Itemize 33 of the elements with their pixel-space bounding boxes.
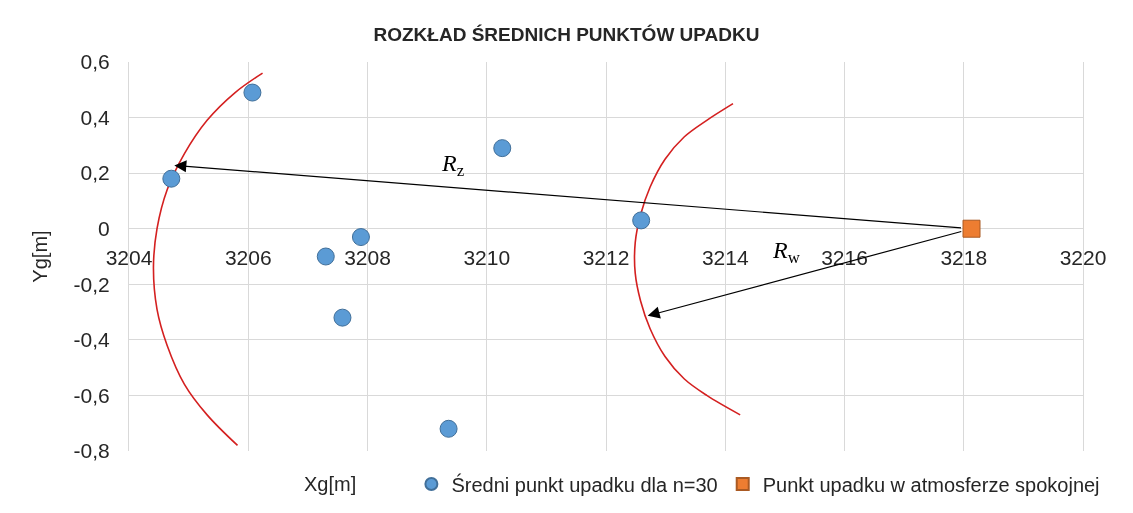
point	[162, 169, 181, 188]
x-tick-label: 3216	[821, 245, 868, 269]
y-tick-label: -0,6	[73, 383, 110, 407]
x-tick-label: 3210	[463, 245, 511, 269]
y-tick-label: -0,8	[73, 439, 110, 463]
annotation: R$_{z}$	[441, 150, 465, 181]
x-axis-title: Xg[m]	[304, 473, 357, 495]
x-tick-label: 3220	[1059, 245, 1107, 269]
point	[962, 219, 981, 238]
point	[243, 83, 262, 102]
y-tick-label: 0,6	[80, 50, 110, 74]
y-tick-label: 0	[98, 217, 110, 241]
point	[439, 419, 458, 438]
y-tick-label: -0,2	[73, 272, 110, 296]
x-tick-label: 3206	[224, 245, 272, 269]
y-tick-label: 0,2	[80, 161, 110, 185]
legend-label: Punkt upadku w atmosferze spokojnej	[762, 473, 1100, 496]
x-tick-label: 3208	[344, 245, 391, 269]
point	[316, 247, 335, 266]
point	[333, 308, 352, 327]
legend-label: Średni punkt upadku dla n=30	[451, 472, 718, 496]
x-tick-label: 3218	[940, 245, 988, 269]
annotation: R$_{w}$	[772, 237, 801, 268]
y-tick-label: 0,4	[80, 105, 111, 129]
y-tick-label: -0,4	[73, 328, 111, 352]
x-tick-label: 3212	[582, 245, 630, 269]
x-tick-label: 3204	[105, 245, 153, 269]
y-axis-title: Yg[m]	[29, 230, 52, 283]
point	[351, 228, 370, 247]
chart-title: ROZKŁAD ŚREDNICH PUNKTÓW UPADKU	[373, 23, 760, 45]
point	[632, 211, 651, 230]
point	[493, 139, 512, 158]
x-tick-label: 3214	[701, 245, 749, 269]
